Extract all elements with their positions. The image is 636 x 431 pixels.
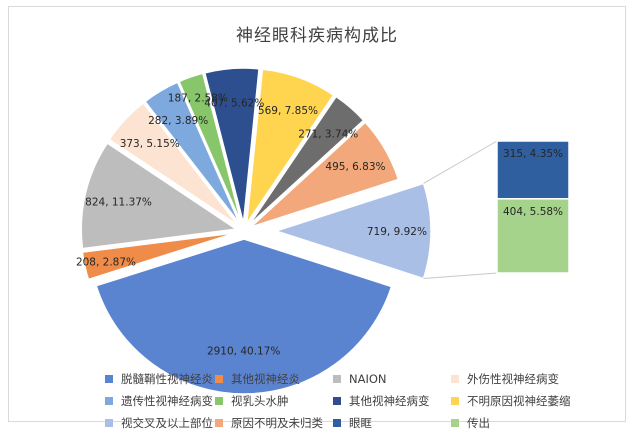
legend-swatch	[215, 419, 223, 427]
legend-label: 其他视神经炎	[231, 372, 300, 386]
data-label-bar-传出: 404, 5.58%	[503, 206, 563, 218]
legend-item-视交叉及以上部位: 视交叉及以上部位	[105, 415, 215, 431]
legend-item-传出: 传出	[451, 415, 601, 431]
pie-of-bar-chart: 315, 4.35% 404, 5.58% 719, 9.92% 2910, 40.1…	[76, 67, 570, 395]
data-label-其他视神经炎: 208, 2.87%	[76, 256, 136, 268]
chart-title: 神经眼科疾病构成比	[236, 26, 398, 46]
data-label-视乳头水肿: 187, 2.58%	[168, 92, 228, 104]
legend-label: 外伤性视神经病变	[467, 372, 559, 386]
legend-label: 眼眶	[349, 416, 372, 430]
legend-label: 脱髓鞘性视神经炎	[121, 372, 213, 386]
legend-swatch	[333, 375, 341, 383]
connector-line-top	[423, 140, 498, 184]
data-label-不明原因视神经萎缩: 569, 7.85%	[258, 105, 318, 117]
legend-label: NAION	[349, 372, 387, 386]
data-label-原因不明及未归类: 271, 3.74%	[298, 128, 358, 140]
legend-label: 视乳头水肿	[231, 394, 289, 408]
data-label-其他视神经病变: 407, 5.62%	[204, 97, 264, 109]
chart-card: 神经眼科疾病构成比 315, 4.35% 404, 5.58% 719, 9.92%…	[8, 6, 626, 430]
pie-slice-不明原因视神经萎缩	[245, 68, 335, 224]
pie-slice-遗传性视神经病变	[144, 81, 241, 225]
legend-item-眼眶: 眼眶	[333, 415, 451, 431]
connector-line-bottom	[423, 272, 498, 280]
pie-slice-眼眶	[250, 121, 400, 228]
legend-swatch	[451, 419, 459, 427]
legend-swatch	[215, 397, 223, 405]
legend-label: 其他视神经病变	[349, 394, 430, 408]
pie-slice-naion	[80, 142, 239, 250]
data-label-外伤性视神经病变: 373, 5.15%	[120, 138, 180, 150]
legend-label: 原因不明及未归类	[231, 416, 323, 430]
legend-swatch	[333, 419, 341, 427]
legend-item-视乳头水肿: 视乳头水肿	[215, 393, 333, 409]
pie-slice-视交叉及以上部位	[273, 182, 432, 280]
legend-swatch	[215, 375, 223, 383]
pie-slice-脱髓鞘性视神经炎	[95, 238, 393, 395]
legend-label: 视交叉及以上部位	[121, 416, 213, 430]
legend-swatch	[451, 375, 459, 383]
pie-slice-其他视神经炎	[81, 231, 237, 281]
pie-slice-视乳头水肿	[178, 72, 243, 224]
legend-swatch	[451, 397, 459, 405]
legend-item-不明原因视神经萎缩: 不明原因视神经萎缩	[451, 393, 601, 409]
legend-item-遗传性视神经病变: 遗传性视神经病变	[105, 393, 215, 409]
data-label-脱髓鞘性视神经炎: 2910, 40.17%	[207, 346, 280, 358]
pie-slice-原因不明及未归类	[248, 95, 365, 226]
legend-item-其他视神经病变: 其他视神经病变	[333, 393, 451, 409]
legend-item-其他视神经炎: 其他视神经炎	[215, 371, 333, 387]
legend-item-脱髓鞘性视神经炎: 脱髓鞘性视神经炎	[105, 371, 215, 387]
data-label-视交叉及以上部位: 719, 9.92%	[367, 226, 427, 238]
legend-label: 传出	[467, 416, 490, 430]
legend-label: 不明原因视神经萎缩	[467, 394, 571, 408]
chart-legend: 脱髓鞘性视神经炎 其他视神经炎 NAION 外伤性视神经病变遗传性视神经病变 视乳头水肿…	[105, 371, 625, 431]
legend-item-原因不明及未归类: 原因不明及未归类	[215, 415, 333, 431]
legend-swatch	[105, 375, 113, 383]
bar-segment-传出	[496, 198, 570, 274]
data-label-naion: 824, 11.37%	[85, 196, 152, 208]
pie-slice-其他视神经病变	[203, 67, 260, 224]
legend-swatch	[105, 419, 113, 427]
legend-swatch	[333, 397, 341, 405]
bar-segment-眼眶	[496, 140, 570, 200]
legend-item-外伤性视神经病变: 外伤性视神经病变	[451, 371, 601, 387]
data-label-bar-眼眶: 315, 4.35%	[503, 148, 563, 160]
legend-label: 遗传性视神经病变	[121, 394, 213, 408]
data-label-遗传性视神经病变: 282, 3.89%	[148, 115, 208, 127]
data-label-眼眶: 495, 6.83%	[325, 161, 385, 173]
pie-slice-外伤性视神经病变	[108, 101, 239, 227]
legend-swatch	[105, 397, 113, 405]
legend-item-naion: NAION	[333, 371, 451, 387]
